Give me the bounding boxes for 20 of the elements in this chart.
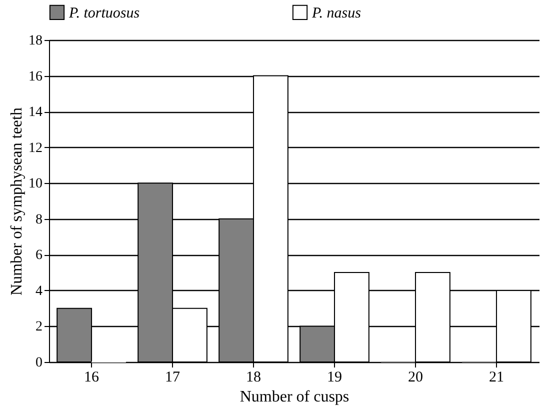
x-tick-label: 16 [84, 370, 100, 386]
y-tick-label: 12 [28, 140, 42, 156]
x-tick-label: 19 [326, 370, 342, 386]
x-axis-title: Number of cusps [240, 388, 350, 406]
x-tick-label: 21 [488, 370, 504, 386]
x-tick-label: 18 [246, 370, 262, 386]
x-tick-label: 20 [408, 370, 423, 386]
y-axis-title: Number of symphysean teeth [8, 108, 26, 296]
legend-label: P. tortuosus [68, 5, 140, 22]
y-tick-label: 16 [28, 69, 42, 84]
legend-label: P. nasus [311, 5, 362, 22]
y-tick-label: 8 [36, 212, 42, 228]
y-tick-label: 4 [36, 284, 42, 299]
y-tick-label: 10 [28, 176, 42, 192]
y-tick-label: 2 [36, 320, 42, 335]
x-tick-label: 17 [165, 370, 181, 386]
y-tick-label: 0 [36, 356, 42, 370]
y-tick-label: 14 [28, 105, 42, 120]
y-tick-label: 18 [28, 34, 42, 48]
y-tick-label: 6 [36, 248, 42, 264]
